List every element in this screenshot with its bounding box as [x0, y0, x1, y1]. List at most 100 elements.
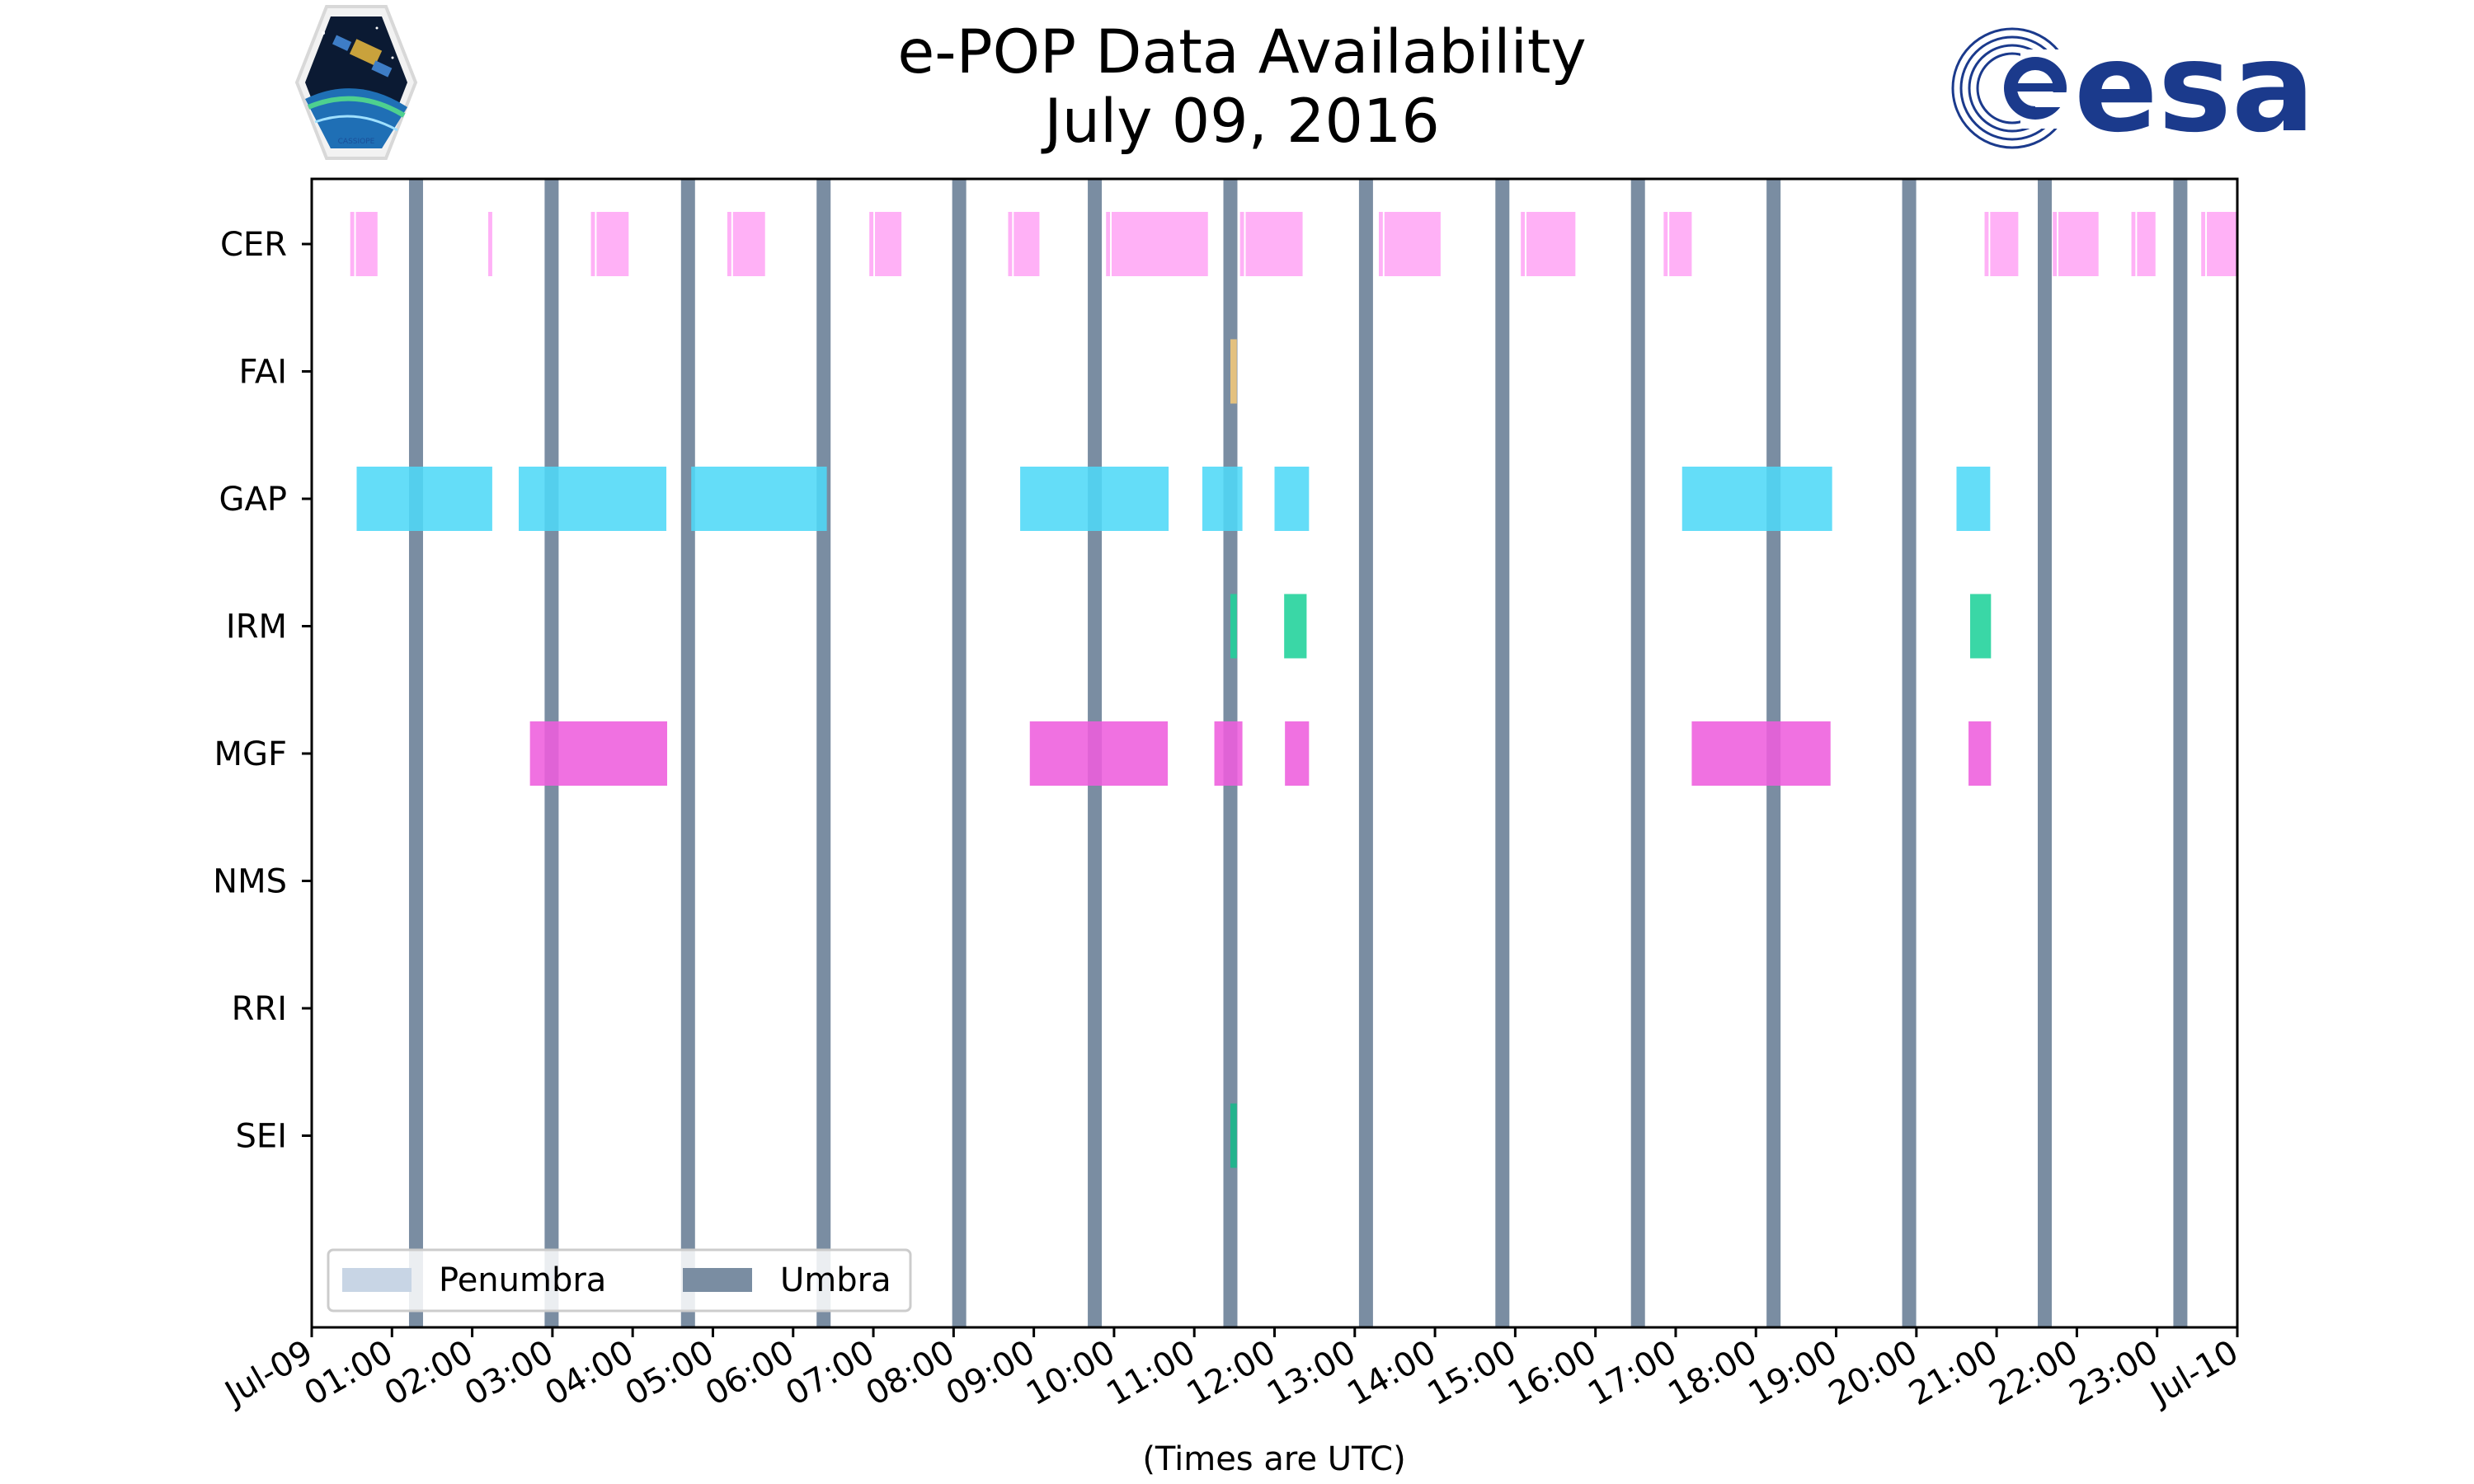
- x-tick-label-18: 18:00: [1662, 1333, 1763, 1413]
- umbra-band-4: [952, 179, 967, 1327]
- x-tick-label-22: 22:00: [1983, 1333, 2085, 1413]
- y-tick-label-fai: FAI: [239, 354, 288, 392]
- cassiope-logo: CASSIOPE: [294, 5, 418, 160]
- x-tick-label-10: 10:00: [1020, 1333, 1122, 1413]
- cer-bar-14: [1245, 212, 1303, 276]
- cer-bar-16: [1384, 212, 1441, 276]
- cer-bar-7: [869, 212, 874, 276]
- cer-bar-6: [732, 212, 765, 276]
- cer-bar-22: [1990, 212, 2019, 276]
- irm-bar-2: [1970, 594, 1992, 659]
- umbra-band-2: [680, 179, 695, 1327]
- chart-title-line1: e-POP Data Availability: [897, 17, 1586, 87]
- fai-bar-0: [1230, 339, 1237, 404]
- gap-bar-1: [519, 467, 667, 531]
- x-tick-label-5: 05:00: [619, 1333, 721, 1413]
- cer-bar-12: [1111, 212, 1208, 276]
- cer-bar-24: [2058, 212, 2099, 276]
- x-axis-label: (Times are UTC): [1142, 1440, 1405, 1478]
- y-tick-label-cer: CER: [220, 226, 287, 264]
- cer-bar-5: [727, 212, 731, 276]
- gap-bar-6: [1681, 467, 1832, 531]
- umbra-band-3: [816, 179, 831, 1327]
- mgf-bar-3: [1285, 721, 1310, 786]
- x-tick-label-21: 21:00: [1903, 1333, 2004, 1413]
- cer-bar-13: [1239, 212, 1244, 276]
- cer-bar-0: [350, 212, 355, 276]
- y-tick-label-sei: SEI: [236, 1118, 287, 1156]
- x-tick-label-20: 20:00: [1823, 1333, 1924, 1413]
- x-tick-label-11: 11:00: [1100, 1333, 1202, 1413]
- esa-logo-text: esa: [2074, 16, 2315, 160]
- y-tick-label-rri: RRI: [232, 990, 287, 1028]
- x-tick-label-16: 16:00: [1502, 1333, 1603, 1413]
- x-tick-label-0: Jul-09: [217, 1333, 319, 1414]
- cer-bar-21: [1984, 212, 1989, 276]
- mgf-bar-2: [1214, 721, 1243, 786]
- x-tick-label-23: 23:00: [2063, 1333, 2165, 1413]
- legend-penumbra-swatch: [342, 1268, 412, 1292]
- cer-bar-20: [1669, 212, 1692, 276]
- cer-bar-2: [488, 212, 492, 276]
- y-tick-label-gap: GAP: [219, 481, 287, 519]
- cer-bar-4: [596, 212, 629, 276]
- umbra-band-13: [2173, 179, 2188, 1327]
- x-tick-label-4: 04:00: [539, 1333, 640, 1413]
- irm-bar-0: [1230, 594, 1237, 659]
- esa-logo: esa: [1951, 16, 2315, 160]
- x-tick-label-6: 06:00: [699, 1333, 801, 1413]
- cer-bar-23: [2053, 212, 2058, 276]
- y-axis: CER FAI GAP IRM MGF NMS RRI SEI: [213, 226, 312, 1156]
- umbra-band-0: [408, 179, 423, 1327]
- mgf-bar-0: [529, 721, 668, 786]
- legend-box: [327, 1248, 912, 1313]
- x-tick-label-1: 01:00: [298, 1333, 399, 1413]
- x-tick-label-12: 12:00: [1181, 1333, 1282, 1413]
- legend: Penumbra Umbra: [327, 1248, 912, 1313]
- y-tick-label-nms: NMS: [213, 863, 287, 901]
- cer-bar-10: [1014, 212, 1040, 276]
- cer-bar-25: [2131, 212, 2136, 276]
- cer-bar-26: [2137, 212, 2156, 276]
- x-tick-label-14: 14:00: [1341, 1333, 1442, 1413]
- cer-bar-18: [1526, 212, 1576, 276]
- x-tick-label-9: 09:00: [940, 1333, 1042, 1413]
- x-tick-label-13: 13:00: [1261, 1333, 1362, 1413]
- x-tick-label-2: 02:00: [379, 1333, 480, 1413]
- x-tick-label-7: 07:00: [779, 1333, 881, 1413]
- cer-bar-9: [1008, 212, 1013, 276]
- legend-umbra-label: Umbra: [780, 1261, 891, 1299]
- legend-umbra-swatch: [683, 1268, 752, 1292]
- y-tick-label-mgf: MGF: [214, 735, 287, 773]
- umbra-band-12: [2038, 179, 2052, 1327]
- cassiope-logo-text: CASSIOPE: [338, 138, 375, 146]
- gap-bar-3: [1020, 467, 1169, 531]
- umbra-band-9: [1630, 179, 1645, 1327]
- cer-bar-11: [1106, 212, 1111, 276]
- x-tick-label-8: 08:00: [859, 1333, 961, 1413]
- cer-bar-3: [590, 212, 595, 276]
- gap-bar-2: [691, 467, 827, 531]
- availability-bars: [350, 212, 2237, 1168]
- legend-penumbra-label: Penumbra: [439, 1261, 606, 1299]
- gap-bar-5: [1274, 467, 1310, 531]
- mgf-bar-5: [1968, 721, 1992, 786]
- mgf-bar-4: [1691, 721, 1831, 786]
- gap-bar-0: [356, 467, 492, 531]
- umbra-band-11: [1902, 179, 1917, 1327]
- chart-title-line2: July 09, 2016: [1041, 87, 1440, 157]
- x-tick-label-17: 17:00: [1582, 1333, 1683, 1413]
- gap-bar-7: [1956, 467, 1991, 531]
- gap-bar-4: [1202, 467, 1243, 531]
- y-tick-label-irm: IRM: [226, 608, 287, 646]
- cer-bar-19: [1663, 212, 1668, 276]
- cer-bar-8: [874, 212, 902, 276]
- x-tick-label-19: 19:00: [1743, 1333, 1844, 1413]
- x-tick-label-3: 03:00: [459, 1333, 560, 1413]
- cer-bar-15: [1378, 212, 1383, 276]
- cer-bar-17: [1521, 212, 1526, 276]
- esa-swirl-icon: [1951, 27, 2078, 149]
- cer-bar-1: [355, 212, 378, 276]
- sei-bar-0: [1230, 1103, 1237, 1168]
